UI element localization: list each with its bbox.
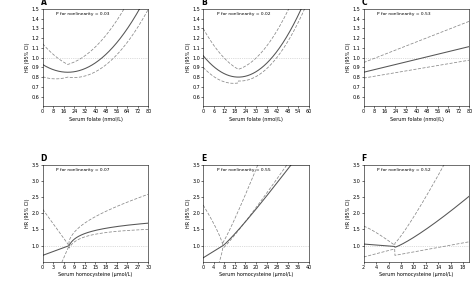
Text: F: F	[362, 154, 367, 163]
Y-axis label: HR (95% CI): HR (95% CI)	[186, 198, 191, 228]
Y-axis label: HR (95% CI): HR (95% CI)	[346, 198, 351, 228]
Text: E: E	[201, 154, 206, 163]
Text: P for nonlinearity = 0.55: P for nonlinearity = 0.55	[217, 168, 271, 172]
Text: P for nonlinearity = 0.02: P for nonlinearity = 0.02	[217, 12, 270, 16]
X-axis label: Serum homocysteine (μmol/L): Serum homocysteine (μmol/L)	[219, 272, 293, 277]
X-axis label: Serum folate (nmol/L): Serum folate (nmol/L)	[69, 116, 122, 122]
X-axis label: Serum folate (nmol/L): Serum folate (nmol/L)	[390, 116, 443, 122]
X-axis label: Serum homocysteine (μmol/L): Serum homocysteine (μmol/L)	[58, 272, 133, 277]
Text: B: B	[201, 0, 207, 7]
Y-axis label: HR (95% CI): HR (95% CI)	[186, 43, 191, 73]
Y-axis label: HR (95% CI): HR (95% CI)	[25, 43, 30, 73]
Y-axis label: HR (95% CI): HR (95% CI)	[25, 198, 30, 228]
Text: C: C	[362, 0, 367, 7]
X-axis label: Serum folate (nmol/L): Serum folate (nmol/L)	[229, 116, 283, 122]
Text: D: D	[41, 154, 47, 163]
Text: P for nonlinearity = 0.07: P for nonlinearity = 0.07	[56, 168, 110, 172]
Text: P for nonlinearity = 0.53: P for nonlinearity = 0.53	[377, 12, 431, 16]
Text: P for nonlinearity = 0.52: P for nonlinearity = 0.52	[377, 168, 431, 172]
Text: P for nonlinearity = 0.03: P for nonlinearity = 0.03	[56, 12, 110, 16]
Y-axis label: HR (95% CI): HR (95% CI)	[346, 43, 351, 73]
Text: A: A	[41, 0, 46, 7]
X-axis label: Serum homocysteine (μmol/L): Serum homocysteine (μmol/L)	[379, 272, 454, 277]
